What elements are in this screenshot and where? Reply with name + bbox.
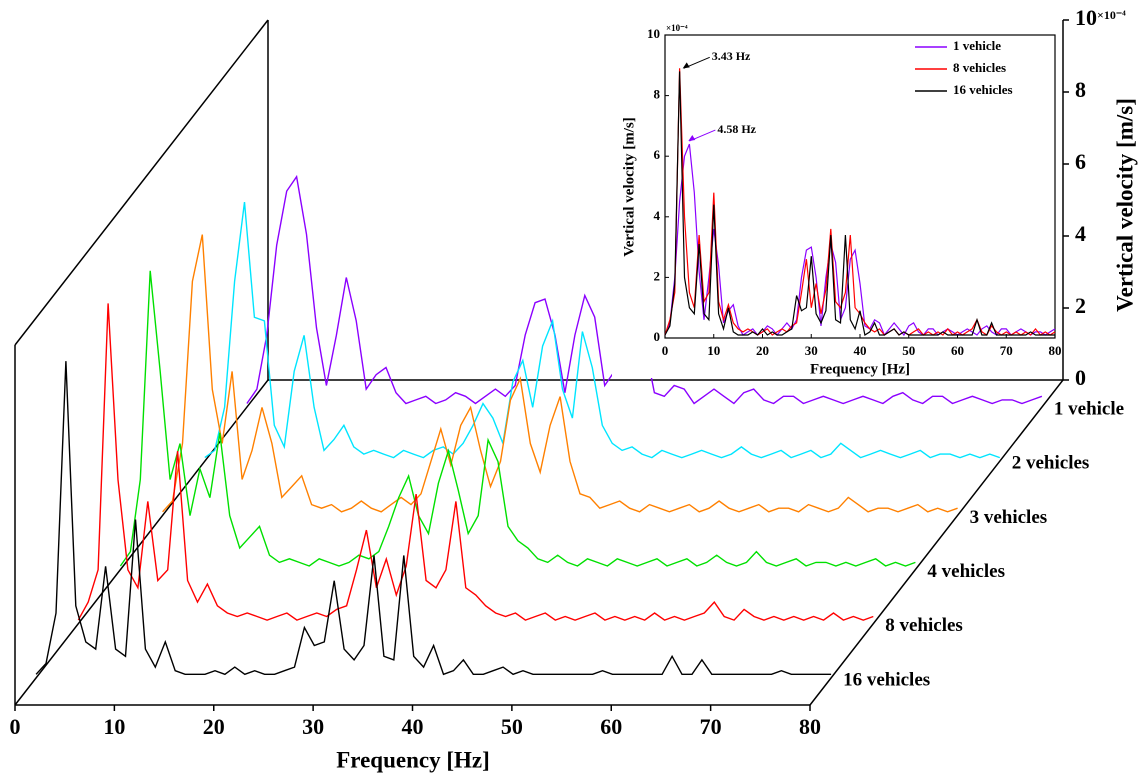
legend-label: 16 vehicles — [953, 82, 1013, 97]
series-label: 2 vehicles — [1012, 453, 1090, 474]
z-tick-label: 0 — [1075, 365, 1086, 390]
x-tick-label: 10 — [103, 714, 125, 739]
x-tick-label: 20 — [756, 343, 769, 358]
x-tick-label: 70 — [1000, 343, 1013, 358]
inset-y-multiplier: ×10⁻⁴ — [666, 23, 688, 33]
series-label: 3 vehicles — [970, 507, 1048, 528]
x-tick-label: 40 — [854, 343, 867, 358]
spectrum-line — [162, 234, 958, 513]
annotation-label: 3.43 Hz — [712, 49, 751, 63]
inset-y-axis-label: Vertical velocity [m/s] — [621, 117, 637, 256]
x-axis-label: Frequency [Hz] — [336, 747, 490, 772]
x-tick-label: 50 — [501, 714, 523, 739]
x-tick-label: 80 — [1049, 343, 1062, 358]
x-tick-label: 80 — [799, 714, 821, 739]
inset: 0 10 20 30 40 50 60 70 80 0 2 4 6 8 10 1 vehicle 8 vehic… — [647, 26, 1062, 358]
z-tick-label: 10 — [1075, 5, 1097, 30]
main-frame — [14, 19, 1064, 706]
y-tick-label: 8 — [654, 87, 661, 102]
z-tick-label: 8 — [1075, 77, 1086, 102]
z-multiplier: ×10⁻⁴ — [1097, 8, 1126, 22]
z-tick-label: 6 — [1075, 149, 1086, 174]
top-diagonal — [14, 19, 269, 346]
spectrum-line — [119, 270, 916, 567]
right-floor-edge — [809, 379, 1064, 706]
series-label: 4 vehicles — [927, 561, 1005, 582]
annotation-label: 4.58 Hz — [717, 122, 756, 136]
z-axis-label: Vertical velocity [m/s] — [1112, 98, 1137, 312]
spectrum-line — [664, 68, 1056, 336]
y-tick-label: 10 — [647, 26, 660, 41]
x-tick-label: 30 — [805, 343, 818, 358]
annotation-arrowhead — [682, 62, 690, 69]
x-tick-label: 40 — [402, 714, 424, 739]
y-tick-label: 2 — [654, 268, 661, 283]
series-label: 8 vehicles — [885, 615, 963, 636]
y-tick-label: 6 — [654, 147, 661, 162]
x-tick-label: 60 — [951, 343, 964, 358]
x-tick-label: 60 — [600, 714, 622, 739]
x-tick-label: 50 — [902, 343, 915, 358]
x-tick-label: 0 — [662, 343, 669, 358]
spectrum-line — [204, 202, 1001, 459]
y-tick-label: 4 — [654, 208, 661, 223]
x-tick-label: 10 — [707, 343, 720, 358]
z-tick-label: 2 — [1075, 293, 1086, 318]
x-tick-label: 20 — [203, 714, 225, 739]
x-tick-label: 30 — [302, 714, 324, 739]
left-floor-edge — [14, 379, 269, 706]
annotation-arrowhead — [688, 135, 696, 142]
spectrum-line — [664, 71, 1055, 336]
legend-label: 8 vehicles — [953, 60, 1006, 75]
spectrum-line — [35, 361, 832, 676]
legend-label: 1 vehicle — [953, 38, 1001, 53]
series-label: 16 vehicles — [843, 669, 930, 690]
x-tick-label: 0 — [10, 714, 21, 739]
y-tick-label: 0 — [654, 329, 661, 344]
x-tick-label: 70 — [700, 714, 722, 739]
series-label: 1 vehicle — [1054, 398, 1124, 419]
z-tick-label: 4 — [1075, 221, 1086, 246]
inset-x-axis-label: Frequency [Hz] — [810, 361, 910, 377]
spectrum-line — [77, 303, 874, 621]
